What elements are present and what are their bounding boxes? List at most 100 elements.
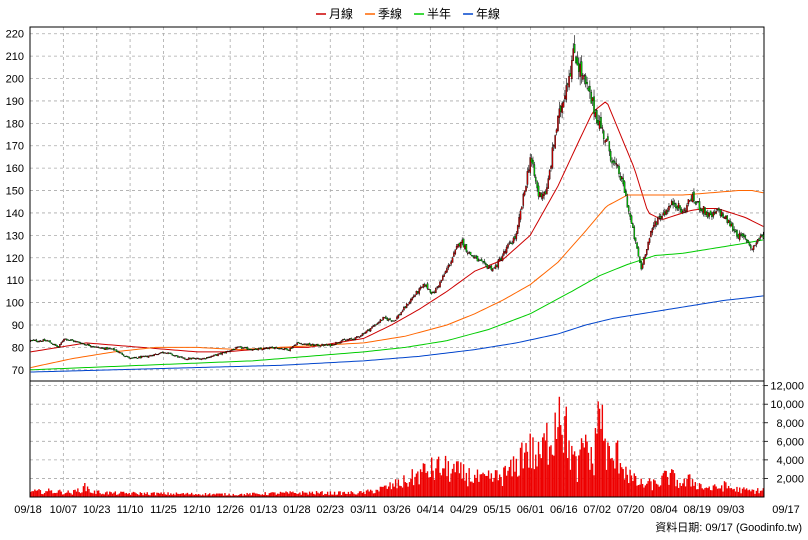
volume-bar (547, 464, 549, 497)
volume-bar (555, 438, 558, 497)
candle-body-down (380, 319, 383, 321)
candle (310, 344, 312, 346)
volume-bar (689, 474, 691, 497)
candle (128, 356, 130, 359)
candle-body-up (425, 284, 427, 287)
candle (175, 354, 178, 357)
candle (222, 352, 225, 354)
volume-bar (30, 492, 32, 497)
volume-bar (253, 492, 255, 497)
candlesticks (29, 35, 765, 361)
candle-body-up (154, 353, 157, 355)
candle (469, 251, 472, 256)
candle (400, 311, 402, 316)
volume-bar (467, 486, 469, 497)
candle-body-down (694, 201, 697, 204)
volume-bar (532, 437, 534, 497)
candle (312, 343, 315, 347)
volume-bar (178, 494, 180, 497)
candle (121, 352, 124, 355)
candle-body-up (369, 328, 372, 332)
volume-bar (701, 488, 703, 497)
candle-body-down (471, 255, 473, 257)
volume-bar (690, 486, 692, 497)
volume-bar (321, 491, 323, 497)
candle-body-down (35, 339, 38, 342)
candle (89, 344, 92, 348)
candle-body-down (135, 357, 137, 359)
price-tick-label: 140 (6, 208, 24, 220)
candle-body-up (432, 291, 434, 294)
volume-bar (519, 447, 522, 497)
candle-body-up (60, 342, 62, 345)
candle (521, 206, 523, 211)
candle (541, 191, 544, 202)
candle (171, 353, 173, 356)
volume-bar (81, 492, 83, 497)
date-tick-label: 06/16 (550, 504, 578, 516)
candle-body-up (218, 353, 221, 355)
volume-bar (396, 488, 398, 497)
volume-bar (693, 485, 695, 497)
candle-body-down (143, 356, 146, 358)
candle (183, 357, 186, 360)
candle-body-up (331, 344, 333, 346)
candle (276, 347, 279, 350)
volume-panel-frame (29, 380, 765, 498)
candle-body-up (702, 206, 705, 214)
volume-bar (308, 491, 311, 497)
volume-bar (318, 493, 320, 497)
candle-body-up (188, 357, 190, 360)
volume-tick-label: 6,000 (776, 436, 804, 448)
candle (615, 158, 618, 169)
candle-body-down (110, 348, 112, 350)
candle-body-down (56, 345, 58, 347)
candle-body-down (329, 343, 332, 347)
volume-bar (188, 494, 190, 497)
candle (204, 358, 207, 360)
candle-body-down (32, 339, 35, 341)
candle-body-down (136, 357, 139, 359)
candle (50, 342, 53, 344)
volume-bar (195, 494, 197, 497)
volume-bar (181, 493, 183, 497)
candle-body-up (396, 316, 398, 320)
volume-bar (708, 486, 710, 497)
volume-bar (206, 495, 208, 497)
volume-bar (167, 492, 169, 497)
candle-body-up (647, 241, 649, 250)
candle-body-down (122, 354, 125, 356)
candle-body-up (393, 320, 395, 322)
candle (496, 264, 498, 267)
volume-bar (496, 470, 498, 497)
candle-body-down (472, 255, 475, 258)
candle (429, 289, 432, 294)
candle-body-up (163, 352, 165, 354)
candle-body-up (558, 108, 561, 118)
volume-bar (160, 492, 162, 497)
volume-bar (46, 491, 49, 497)
volume-bar (458, 473, 461, 497)
candle-body-down (224, 352, 226, 354)
candle-body-down (220, 352, 222, 355)
volume-bar (392, 483, 394, 497)
candle (389, 317, 391, 321)
volume-bar (378, 491, 380, 497)
candle-body-up (335, 342, 337, 345)
candle (246, 346, 248, 350)
candle-body-up (708, 212, 710, 217)
candle (614, 156, 616, 166)
candle (759, 233, 762, 240)
volume-bar (677, 487, 680, 497)
candle-body-up (231, 349, 233, 351)
volume-bar (594, 428, 597, 497)
volume-bar (727, 485, 730, 497)
volume-bar (267, 495, 269, 497)
volume-bar (601, 404, 604, 497)
volume-bar (492, 481, 494, 497)
candle (68, 339, 71, 342)
volume-bar (596, 433, 598, 497)
volume-bar (705, 487, 708, 497)
volume-bar (274, 492, 276, 497)
